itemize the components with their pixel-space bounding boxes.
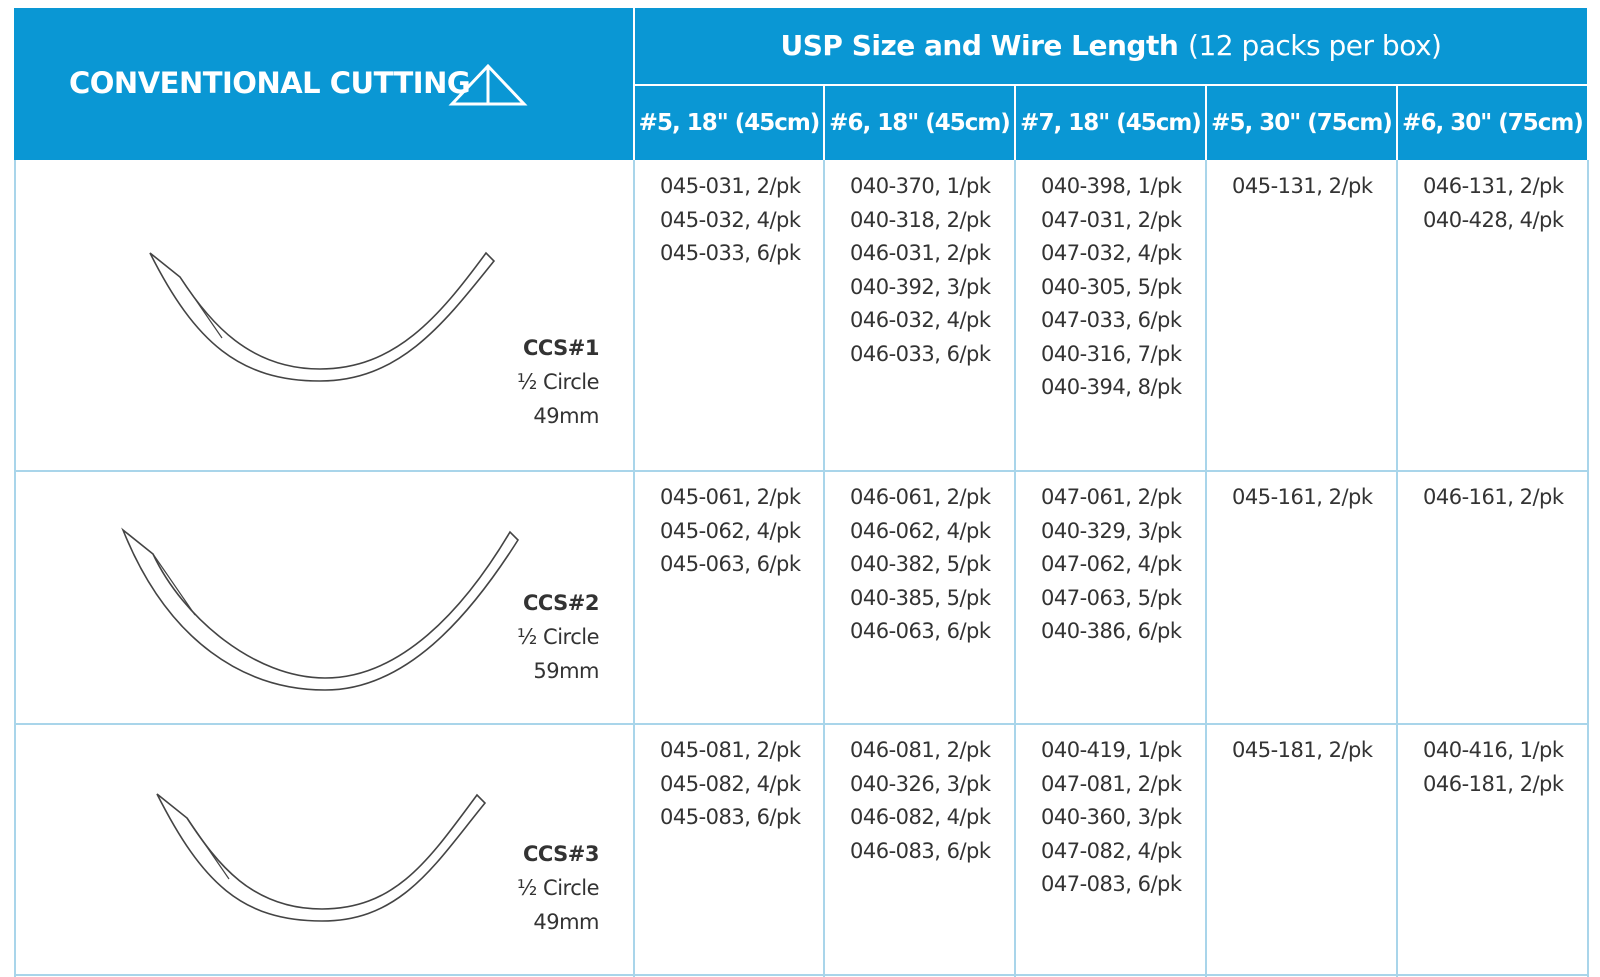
needle-size: 49mm [533,404,599,428]
catalog-number: 047-082, 4/pk [1041,838,1182,863]
border [14,723,1589,725]
usp-header: USP Size and Wire Length (12 packs per b… [635,8,1587,84]
catalog-number: 047-032, 4/pk [1041,241,1182,265]
needle-drawing [149,251,496,382]
catalog-number: 046-081, 2/pk [850,738,991,762]
needle-cell: CCS#3 ½ Circle 49mm [16,725,631,974]
table-title: CONVENTIONAL CUTTING [69,66,471,100]
catalog-number: 045-081, 2/pk [660,738,801,762]
border [14,160,16,977]
header-left: CONVENTIONAL CUTTING [14,8,633,160]
needle-edge [179,276,223,339]
needle-name: CCS#1 [522,336,600,360]
catalog-number: 045-083, 6/pk [660,805,801,829]
column-header: #7, 18" (45cm) [1016,86,1205,160]
catalog-number: 045-061, 2/pk [660,485,801,509]
catalog-number: 040-416, 1/pk [1423,738,1564,762]
border [1587,160,1589,977]
catalog-number: 047-081, 2/pk [1041,771,1182,796]
catalog-number: 046-161, 2/pk [1423,485,1564,509]
catalog-number: 045-031, 2/pk [660,174,801,198]
catalog-number: 047-033, 6/pk [1041,308,1182,332]
needle-label: CCS#2 ½ Circle 59mm [399,591,600,695]
catalog-number: 040-385, 5/pk [850,585,991,610]
catalog-number: 040-305, 5/pk [1041,274,1182,299]
border [1396,160,1398,977]
needle-label: CCS#1 ½ Circle 49mm [399,336,600,440]
needle-edge [152,553,196,616]
needle-name: CCS#2 [522,591,600,615]
catalog-number: 040-394, 8/pk [1041,375,1182,399]
catalog-number: 040-318, 2/pk [850,207,991,232]
catalog-number: 045-063, 6/pk [660,552,801,576]
catalog-number: 046-031, 2/pk [850,241,991,265]
catalog-number: 040-398, 1/pk [1041,174,1182,198]
catalog-number: 045-181, 2/pk [1232,738,1373,762]
catalog-number: 040-326, 3/pk [850,771,991,796]
catalog-number: 040-428, 4/pk [1423,207,1564,232]
column-header: #5, 18" (45cm) [635,86,823,160]
border [1014,160,1016,977]
needle-shape: ½ Circle [517,625,600,649]
cutting-icon [448,63,528,106]
needle-size: 49mm [533,910,599,934]
border [633,160,635,977]
needle-cell: CCS#1 ½ Circle 49mm [16,161,631,470]
column-header: #6, 30" (75cm) [1398,86,1587,160]
catalog-number: 046-061, 2/pk [850,485,991,509]
catalog-number: 047-031, 2/pk [1041,207,1182,232]
needle-shape: ½ Circle [517,370,600,394]
catalog-number: 040-360, 3/pk [1041,805,1182,829]
catalog-number: 047-061, 2/pk [1041,485,1182,509]
catalog-number: 046-063, 6/pk [850,619,991,643]
catalog-number: 040-316, 7/pk [1041,341,1182,366]
usp-note: (12 packs per box) [1188,29,1442,62]
column-header: #6, 18" (45cm) [825,86,1014,160]
column-header: #5, 30" (75cm) [1207,86,1396,160]
catalog-number: 040-370, 1/pk [850,174,991,198]
catalog-number: 046-131, 2/pk [1423,174,1564,198]
catalog-number: 046-083, 6/pk [850,838,991,863]
catalog-number: 046-082, 4/pk [850,805,991,829]
catalog-number: 047-083, 6/pk [1041,872,1182,896]
needle-drawing [121,527,520,691]
catalog-number: 040-386, 6/pk [1041,619,1182,643]
needle-outline [149,251,496,382]
catalog-number: 047-062, 4/pk [1041,552,1182,576]
needle-label: CCS#3 ½ Circle 49mm [399,842,600,946]
needle-outline [156,793,487,922]
needle-name: CCS#3 [522,842,600,866]
border [14,470,1589,472]
catalog-number: 045-082, 4/pk [660,771,801,796]
catalog-number: 045-033, 6/pk [660,241,801,265]
catalog-number: 045-032, 4/pk [660,207,801,232]
usp-title: USP Size and Wire Length [780,29,1179,62]
needle-edge [186,817,230,880]
needle-outline [121,527,520,691]
catalog-number: 046-062, 4/pk [850,518,991,543]
needle-drawing [156,793,487,922]
catalog-number: 045-062, 4/pk [660,518,801,543]
catalog-number: 040-329, 3/pk [1041,518,1182,543]
catalog-number: 045-131, 2/pk [1232,174,1373,198]
border [14,974,1589,976]
needle-cell: CCS#2 ½ Circle 59mm [16,472,631,723]
catalog-number: 046-181, 2/pk [1423,771,1564,796]
catalog-number: 040-382, 5/pk [850,552,991,576]
catalog-number: 045-161, 2/pk [1232,485,1373,509]
border [823,160,825,977]
border [1205,160,1207,977]
catalog-number: 046-032, 4/pk [850,308,991,332]
catalog-number: 047-063, 5/pk [1041,585,1182,610]
needle-shape: ½ Circle [517,876,600,900]
catalog-number: 046-033, 6/pk [850,341,991,366]
catalog-number: 040-392, 3/pk [850,274,991,299]
catalog-number: 040-419, 1/pk [1041,738,1182,762]
needle-size: 59mm [533,659,599,683]
